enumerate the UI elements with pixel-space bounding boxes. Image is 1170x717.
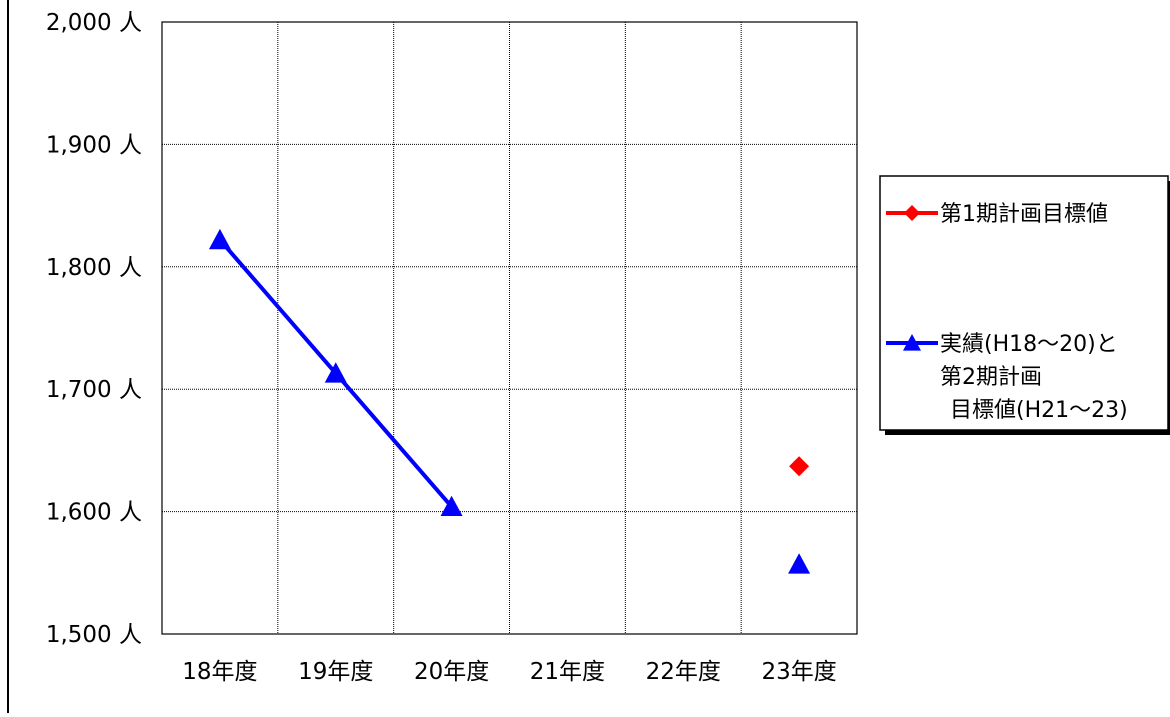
legend-label: 実績(H18～20)と	[940, 332, 1118, 357]
series-line-segment	[218, 238, 338, 375]
x-axis-tick-labels: 18年度 19年度 20年度 21年度 22年度 23年度	[182, 659, 836, 685]
y-axis-tick-labels: 1,500 人 1,600 人 1,700 人 1,800 人 1,900 人 2,000…	[46, 10, 142, 648]
legend-label: 第2期計画	[940, 365, 1042, 390]
triangle-marker	[208, 228, 231, 250]
legend-box	[879, 175, 1169, 431]
triangle-marker	[903, 334, 921, 351]
legend-item-1: 第1期計画目標値	[886, 202, 1108, 227]
legend-label: 目標値(H21～23)	[950, 398, 1128, 423]
grid-lines	[162, 22, 857, 634]
x-tick-label: 19年度	[298, 659, 373, 685]
series-2	[208, 228, 811, 574]
triangle-marker	[440, 495, 463, 517]
x-tick-label: 22年度	[646, 659, 721, 685]
y-tick-label: 1,800 人	[46, 255, 142, 281]
x-tick-label: 18年度	[182, 659, 257, 685]
series-layer	[208, 228, 811, 574]
series-1	[789, 456, 810, 477]
triangle-marker	[324, 362, 347, 383]
x-tick-label: 21年度	[530, 659, 605, 685]
x-tick-label: 23年度	[761, 659, 836, 685]
y-tick-label: 1,600 人	[46, 500, 142, 526]
series-line-segment	[334, 371, 454, 509]
legend-label: 第1期計画目標値	[940, 202, 1108, 227]
triangle-marker	[788, 553, 811, 574]
y-tick-label: 2,000 人	[46, 10, 142, 36]
x-tick-label: 20年度	[414, 659, 489, 685]
y-tick-label: 1,700 人	[46, 377, 142, 403]
y-tick-label: 1,500 人	[46, 622, 142, 648]
y-tick-label: 1,900 人	[46, 132, 142, 158]
diamond-marker	[789, 456, 810, 477]
diamond-marker	[904, 205, 920, 221]
